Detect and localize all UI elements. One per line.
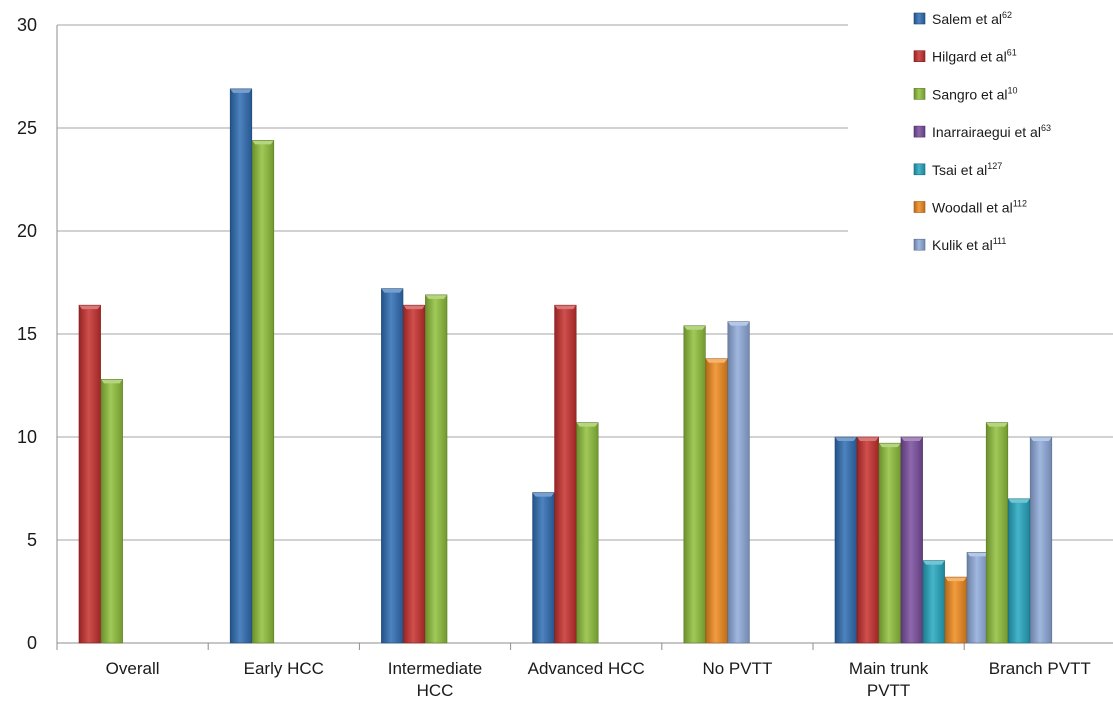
legend-label: Tsai et al127 [932,161,1002,178]
x-tick-label: Intermediate [388,659,483,678]
bar [705,358,728,644]
bar [900,436,923,644]
legend-item: Woodall et al112 [913,199,1027,216]
bar [966,552,989,644]
y-tick-label: 25 [17,118,37,138]
legend-swatch [913,201,926,213]
bar [878,442,901,644]
bar [554,304,577,644]
y-tick-labels: 0 5 10 15 20 25 30 [17,15,37,653]
legend-label: Inarrairaegui et al63 [932,123,1051,140]
bar [251,140,275,644]
bar [1007,498,1031,644]
bar [381,288,404,644]
bar [78,304,101,644]
y-tick-label: 5 [27,530,37,550]
bar [100,379,123,644]
bars [78,88,1053,644]
bar [425,294,448,644]
x-tick-label: Branch PVTT [989,659,1091,678]
legend-label: Sangro et al10 [932,85,1018,102]
bar [922,560,945,644]
bar [834,436,857,644]
legend-label: Kulik et al111 [932,236,1006,253]
bar [985,422,1009,644]
bar [1029,436,1053,644]
x-tick-label: PVTT [867,681,910,700]
y-tick-label: 0 [27,633,37,653]
x-tick-label: Advanced HCC [528,659,645,678]
bar [532,492,555,644]
legend-item: Kulik et al111 [913,236,1006,253]
x-tick-labels: Overall Early HCC Intermediate HCC Advanced … [106,659,1091,700]
legend-item: Tsai et al127 [913,161,1002,178]
bar [727,321,750,644]
legend-item: Salem et al62 [913,10,1012,27]
legend-item: Hilgard et al61 [913,48,1017,65]
y-tick-label: 30 [17,15,37,35]
x-tick-label: Main trunk [849,659,929,678]
bar [403,304,426,644]
bar [944,576,967,644]
bar [576,422,599,644]
legend: Salem et al62 Hilgard et al61 Sangro et al… [848,0,1113,290]
legend-swatch [913,50,926,63]
legend-swatch [913,88,926,100]
x-tick-label: No PVTT [702,659,772,678]
x-tick-label: Overall [106,659,160,678]
legend-swatch [913,125,926,138]
legend-label: Salem et al62 [932,10,1012,27]
legend-swatch [913,163,926,176]
legend-swatch [913,12,926,25]
bar [229,88,253,644]
x-tick-label: HCC [417,681,454,700]
y-tick-label: 15 [17,324,37,344]
legend-item: Sangro et al10 [913,85,1018,102]
x-tick-label: Early HCC [244,659,324,678]
y-tick-label: 10 [17,427,37,447]
y-tick-label: 20 [17,221,37,241]
legend-label: Hilgard et al61 [932,48,1017,65]
legend-label: Woodall et al112 [932,199,1027,216]
legend-swatch [913,238,926,251]
bar [856,436,879,644]
bar [683,325,706,644]
legend-item: Inarrairaegui et al63 [913,123,1051,140]
